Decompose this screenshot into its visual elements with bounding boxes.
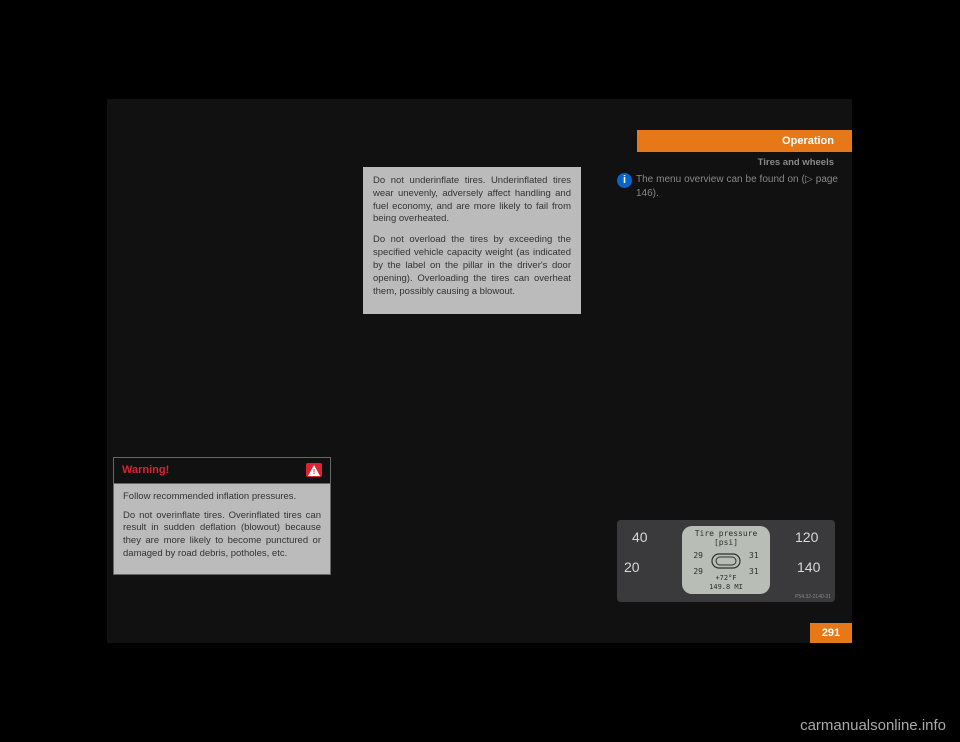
disp-rr: 31 — [749, 567, 759, 576]
info-block: i The menu overview can be found on (▷ p… — [617, 173, 842, 200]
disp-odo: 149.8 MI — [709, 583, 743, 591]
disp-rl: 29 — [693, 567, 703, 576]
warning-header: Warning! ! — [114, 458, 330, 484]
warn-b1: Follow recommended inflation pressures. — [123, 491, 321, 504]
disp-fr: 31 — [749, 551, 759, 560]
multifunction-display: 40 20 120 140 Tire pressure [psi] 29 31 … — [617, 520, 835, 602]
caution-box: Do not underinflate tires. Underinflated… — [363, 167, 581, 314]
info-icon: i — [617, 173, 632, 188]
disp-ref: P54.32-2140-31 — [795, 594, 831, 600]
disp-temp: +72°F — [715, 574, 736, 582]
svg-text:!: ! — [313, 469, 315, 476]
watermark: carmanualsonline.info — [800, 717, 946, 734]
operation-header: Operation — [637, 130, 852, 152]
speed-140: 140 — [797, 559, 821, 575]
disp-title: Tire pressure — [695, 529, 758, 538]
speed-120: 120 — [795, 529, 819, 545]
warning-triangle-icon: ! — [306, 463, 322, 477]
gray-g2: Do not overload the tires by exceeding t… — [373, 234, 571, 298]
warning-label: Warning! — [122, 463, 169, 478]
info-text: The menu overview can be found on (▷ pag… — [636, 173, 842, 200]
operation-label: Operation — [782, 135, 834, 147]
disp-unit: [psi] — [714, 538, 738, 547]
disp-fl: 29 — [693, 551, 703, 560]
warning-box: Warning! ! Follow recommended inflation … — [113, 457, 331, 575]
column-1: If the tire inflation pressure drops rep… — [113, 167, 338, 575]
gray-g1: Do not underinflate tires. Underinflated… — [373, 175, 571, 226]
speed-20: 20 — [624, 559, 640, 575]
warn-b2: Do not overinflate tires. Overinflated t… — [123, 510, 321, 561]
column-3: If possible, check tire inflation pressu… — [617, 167, 842, 602]
speed-40: 40 — [632, 529, 648, 545]
manual-page: Operation Tires and wheels If the tire i… — [107, 99, 852, 643]
warning-body: Follow recommended inflation pressures. … — [114, 484, 330, 574]
page-number: 291 — [810, 623, 852, 643]
column-2: Do not underinflate tires. Underinflated… — [363, 167, 588, 324]
